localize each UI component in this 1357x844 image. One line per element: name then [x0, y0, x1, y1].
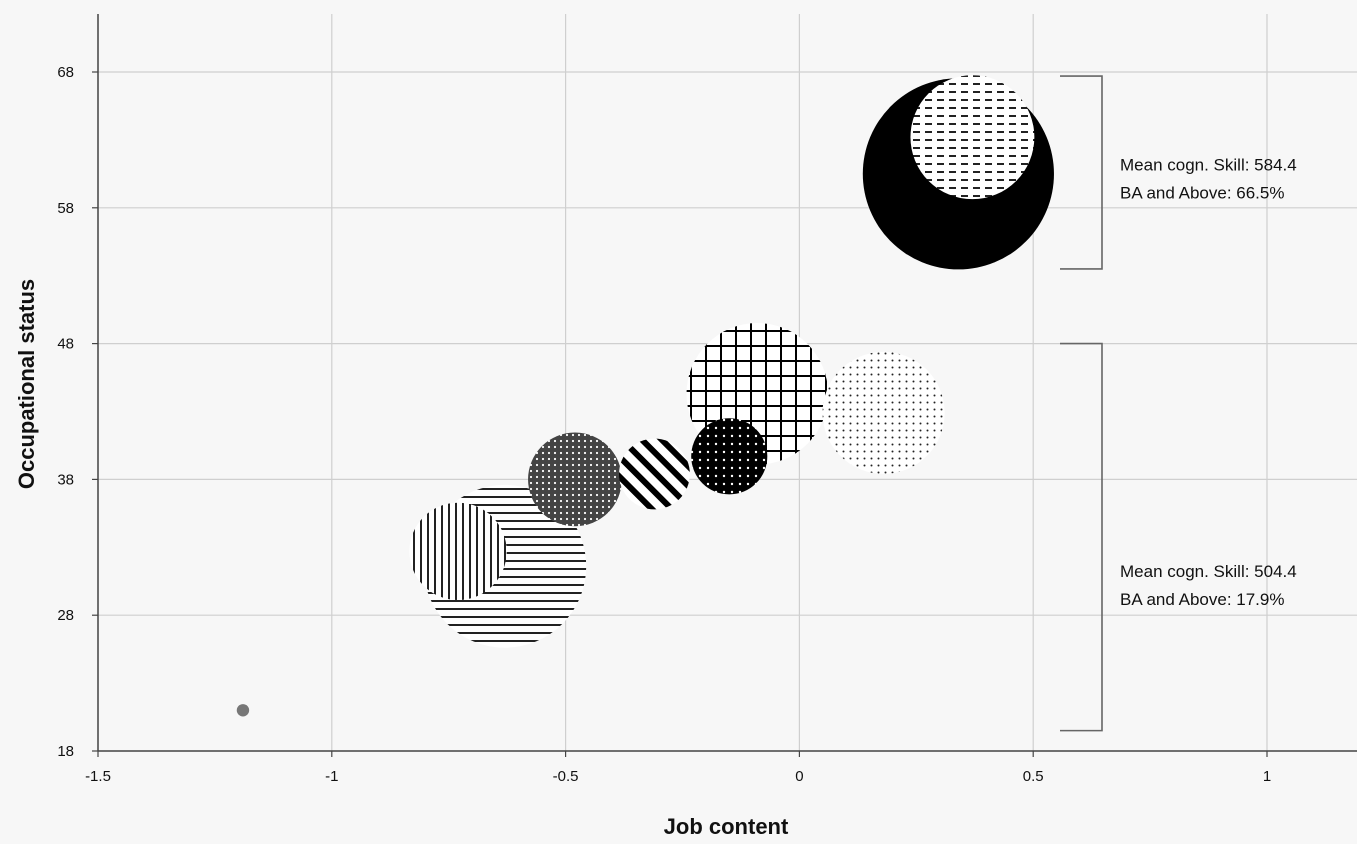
x-tick-label: 0.5 [1023, 768, 1044, 785]
x-axis-title: Job content [664, 814, 789, 839]
bubble-dotted-black [691, 418, 768, 495]
x-tick-label: -1 [325, 768, 338, 785]
bubble-gray-solid [236, 704, 250, 717]
bracket-1-label: BA and Above: 66.5% [1120, 183, 1284, 202]
bubble-vertical-lines [409, 502, 507, 601]
bubble-dashes [910, 75, 1035, 200]
x-tick-label: -0.5 [553, 768, 579, 785]
bracket-2-label: BA and Above: 17.9% [1120, 590, 1284, 609]
y-tick-label: 38 [57, 471, 74, 488]
bubble-diagonal-lines [619, 438, 690, 510]
bubble-dotted-dark [528, 432, 622, 527]
y-tick-label: 58 [57, 200, 74, 217]
grid-lines [98, 14, 1357, 751]
x-tick-label: 1 [1263, 768, 1271, 785]
brackets: Mean cogn. Skill: 584.4 BA and Above: 66.… [1060, 75, 1297, 732]
x-tick-label: 0 [795, 768, 803, 785]
y-tick-label: 48 [57, 336, 74, 353]
bracket-2 [1060, 342, 1103, 732]
x-tick-label: -1.5 [85, 768, 111, 785]
y-tick-label: 18 [57, 743, 74, 760]
y-axis-title: Occupational status [14, 279, 39, 489]
bracket-1-label: Mean cogn. Skill: 584.4 [1120, 155, 1297, 174]
bracket-1 [1060, 75, 1103, 270]
bracket-2-label: Mean cogn. Skill: 504.4 [1120, 562, 1297, 581]
axes: -1.5 -1 -0.5 0 0.5 1 18 28 38 48 58 68 [57, 14, 1357, 785]
bubble-light-dots [822, 351, 945, 474]
y-tick-label: 28 [57, 607, 74, 624]
y-tick-label: 68 [57, 64, 74, 81]
bubble-series [236, 75, 1054, 717]
